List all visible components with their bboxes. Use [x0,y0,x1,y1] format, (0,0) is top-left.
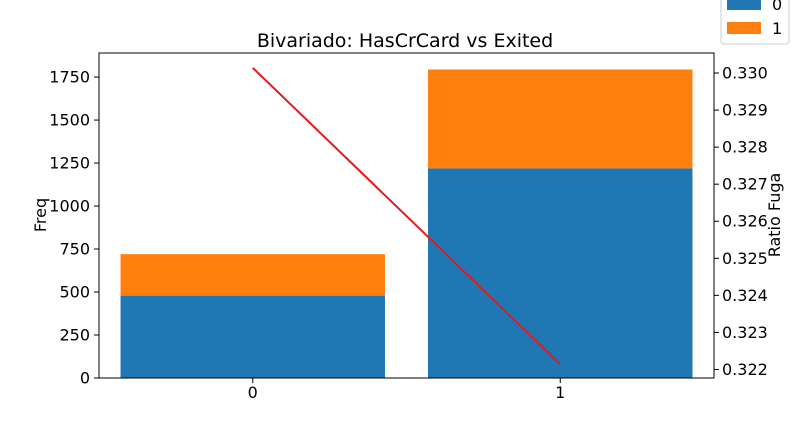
legend: 01 [720,0,790,45]
right-y-axis: 0.322 0.323 0.324 0.325 0.326 0.327 0.328 0.329… [714,64,768,379]
y-tick-label: 500 [59,283,90,302]
y-axis-label: Freq [31,198,50,232]
legend-label-0: 0 [772,0,782,14]
y-tick-label: 250 [59,326,90,345]
left-y-axis: 0 250 500 750 1000 1250 1500 1750 [49,68,99,388]
x-tick-label: 1 [555,383,565,402]
plot-frame [98,52,715,379]
ratio-fuga-line [252,67,561,366]
y-tick-label: 1000 [49,197,90,216]
chart-title: Bivariado: HasCrCard vs Exited [257,30,553,52]
y-tick-label: 1250 [49,154,90,173]
secondary-y-tick-label: 0.329 [722,101,768,120]
secondary-y-tick-label: 0.327 [722,175,768,194]
y-tick-label: 0 [80,369,90,388]
secondary-y-tick-label: 0.323 [722,323,768,342]
secondary-y-axis-label: Ratio Fuga [765,173,784,258]
y-tick-label: 1500 [49,111,90,130]
legend-swatch-0 [727,0,761,10]
secondary-y-tick-label: 0.322 [722,360,768,379]
bar-cat0-series1 [120,254,385,296]
bars-layer [120,69,693,378]
secondary-y-tick-label: 0.326 [722,212,768,231]
bar-cat1-series1 [428,69,693,169]
secondary-y-tick-label: 0.330 [722,64,768,83]
y-tick-label: 1750 [49,68,90,87]
x-tick-label: 0 [248,383,258,402]
bar-cat1-series0 [428,168,693,378]
legend-label-1: 1 [772,19,782,38]
ratio-line-layer [252,67,561,366]
secondary-y-tick-label: 0.328 [722,138,768,157]
legend-swatch-1 [727,22,761,34]
bar-cat0-series0 [120,295,385,378]
y-tick-label: 750 [59,240,90,259]
secondary-y-tick-label: 0.324 [722,286,768,305]
secondary-y-tick-label: 0.325 [722,249,768,268]
